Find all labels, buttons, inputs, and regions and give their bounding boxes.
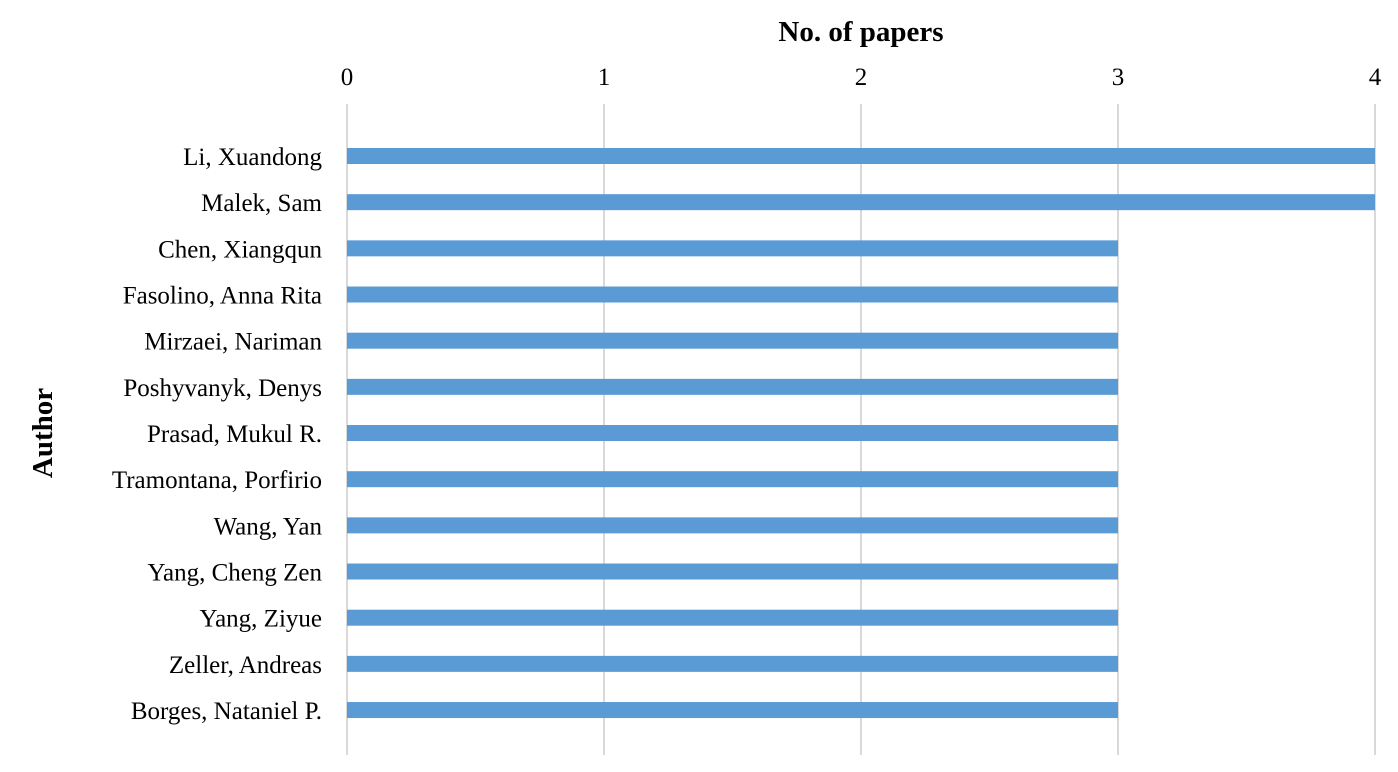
category-label-6: Prasad, Mukul R.	[147, 421, 322, 448]
category-label-7: Tramontana, Porfirio	[112, 467, 322, 494]
category-label-0: Li, Xuandong	[183, 144, 322, 171]
x-tick-label-2: 2	[855, 64, 868, 91]
x-tick-label-3: 3	[1112, 64, 1125, 91]
bar-layer	[347, 148, 1375, 719]
x-tick-label-1: 1	[598, 64, 611, 91]
bar-7	[347, 471, 1118, 488]
bar-2	[347, 240, 1118, 257]
bar-1	[347, 194, 1375, 211]
x-axis-title: No. of papers	[778, 16, 943, 48]
category-label-12: Borges, Nataniel P.	[131, 698, 322, 725]
bar-9	[347, 563, 1118, 580]
y-axis-title: Author	[27, 388, 59, 478]
category-label-5: Poshyvanyk, Denys	[123, 375, 322, 402]
bar-6	[347, 425, 1118, 442]
tick-label-layer: 0 1 2 3 4	[341, 64, 1382, 91]
category-label-11: Zeller, Andreas	[169, 652, 322, 679]
bar-12	[347, 702, 1118, 719]
category-label-8: Wang, Yan	[214, 513, 323, 540]
category-label-4: Mirzaei, Nariman	[144, 329, 322, 356]
bar-11	[347, 655, 1118, 672]
category-label-layer: Li, Xuandong Malek, Sam Chen, Xiangqun Faso…	[112, 144, 323, 725]
bar-5	[347, 378, 1118, 395]
x-tick-label-4: 4	[1369, 64, 1382, 91]
bar-4	[347, 332, 1118, 349]
bar-8	[347, 517, 1118, 534]
category-label-10: Yang, Ziyue	[200, 606, 322, 633]
bar-3	[347, 286, 1118, 303]
bar-10	[347, 609, 1118, 626]
x-tick-label-0: 0	[341, 64, 354, 91]
category-label-2: Chen, Xiangqun	[158, 236, 322, 263]
category-label-9: Yang, Cheng Zen	[147, 560, 322, 587]
category-label-3: Fasolino, Anna Rita	[123, 283, 322, 310]
bar-0	[347, 148, 1375, 164]
category-label-1: Malek, Sam	[201, 190, 322, 217]
